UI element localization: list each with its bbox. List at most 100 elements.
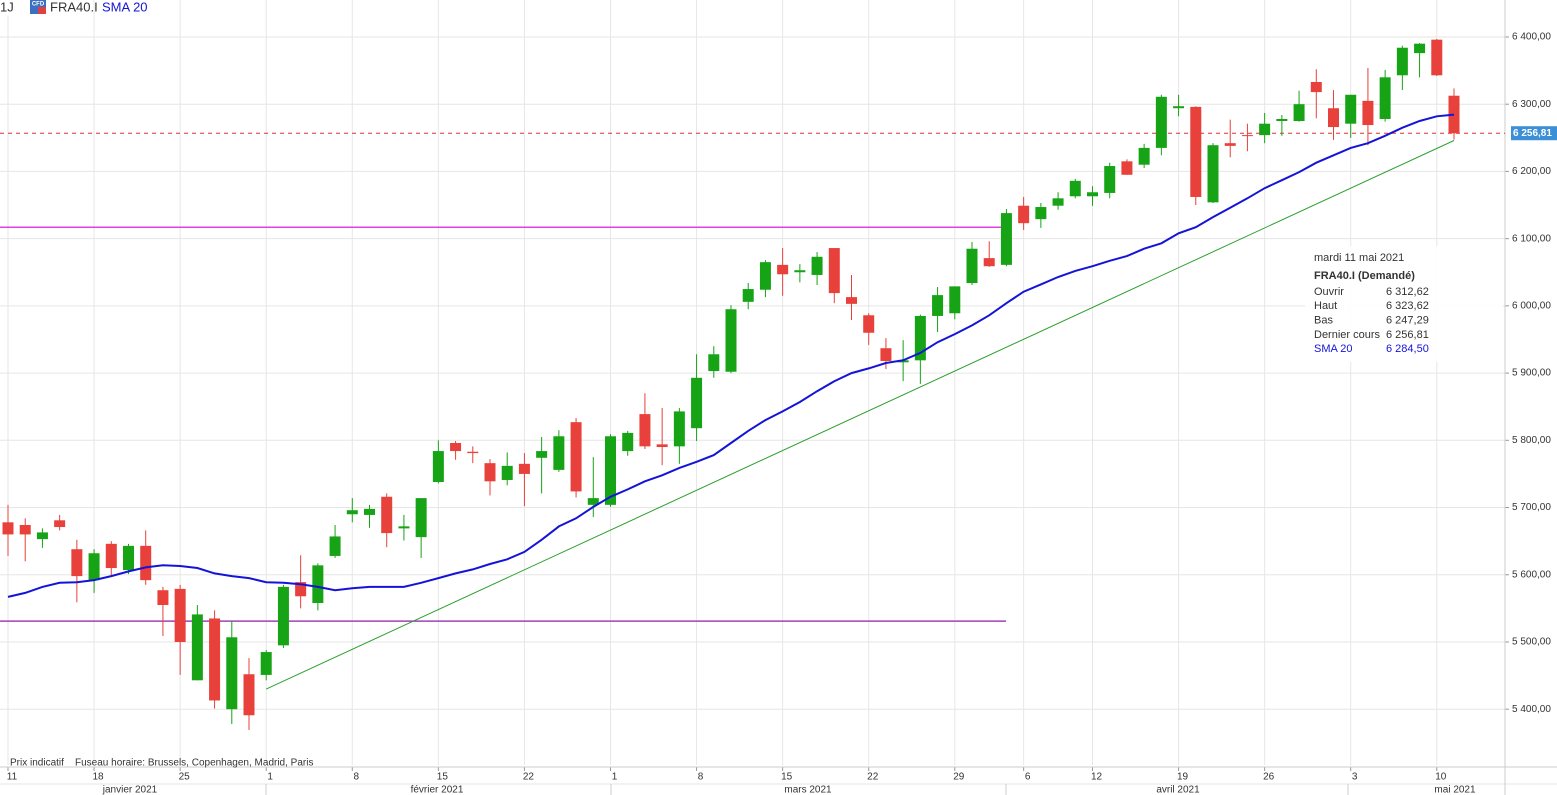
candle-body (484, 463, 496, 482)
candle-body (914, 315, 926, 361)
candle-body (1448, 95, 1460, 134)
tooltip-value: 6 247,29 (1386, 315, 1429, 327)
candle-body (140, 545, 152, 581)
candle-body (622, 432, 634, 452)
tooltip-value: 6 256,81 (1386, 329, 1429, 341)
candle-body (312, 565, 324, 603)
candle-body (329, 536, 341, 556)
candle-body (846, 297, 857, 304)
candle-body (725, 309, 737, 372)
x-tick-label: 1 (612, 772, 618, 783)
x-tick-label: 25 (179, 772, 191, 783)
x-tick-label: 22 (523, 772, 535, 783)
y-tick-label: 6 000,00 (1512, 301, 1551, 312)
plot (0, 38, 1505, 731)
tooltip-label: Bas (1314, 315, 1333, 327)
candle-body (398, 526, 410, 529)
candle-body (432, 451, 444, 482)
x-tick-label: 19 (1177, 772, 1189, 783)
candle-body (1396, 47, 1408, 76)
tooltip-label: Ouvrir (1314, 286, 1344, 298)
x-tick-label: 15 (437, 772, 449, 783)
x-tick-label: 22 (867, 772, 879, 783)
last-price-label: 6 256,81 (1513, 128, 1552, 139)
candle-body (794, 270, 806, 273)
candle-body (656, 444, 668, 448)
candle-body (1052, 198, 1064, 206)
candle-body (828, 248, 840, 294)
month-label: avril 2021 (1156, 785, 1200, 795)
candle-body (36, 532, 48, 540)
candle-body (1293, 104, 1305, 122)
candle-body (123, 545, 134, 571)
x-tick-label: 8 (698, 772, 704, 783)
candle-body (2, 522, 14, 535)
trendline (266, 140, 1455, 690)
y-tick-label: 6 400,00 (1512, 32, 1551, 43)
candle-body (863, 315, 875, 333)
candle-body (54, 520, 66, 528)
note: Fuseau horaire: Brussels, Copenhagen, Ma… (75, 758, 313, 769)
tooltip-value: 6 312,62 (1386, 286, 1429, 298)
candle-body (260, 652, 272, 675)
candle-body (1155, 96, 1167, 148)
candle-body (1035, 207, 1047, 220)
candle-body (949, 286, 961, 314)
candle-body (1414, 43, 1426, 54)
candle-body (673, 411, 685, 447)
candle-body (209, 618, 221, 701)
candle-body (1259, 123, 1271, 136)
tooltip-date: mardi 11 mai 2021 (1314, 252, 1404, 264)
candle-body (811, 256, 823, 275)
candle-body (708, 354, 720, 372)
month-label: mars 2021 (784, 785, 832, 795)
candle-body (966, 248, 978, 284)
x-tick-label: 15 (781, 772, 793, 783)
tooltip-label: SMA 20 (1314, 343, 1353, 355)
candle-body (742, 289, 754, 302)
candle-body (1310, 82, 1322, 93)
candle-body (691, 377, 703, 429)
x-tick-label: 10 (1435, 772, 1447, 783)
y-tick-label: 5 800,00 (1512, 435, 1551, 446)
candle-body (639, 414, 651, 447)
symbol: FRA40.I (50, 0, 98, 14)
x-tick-label: 18 (93, 772, 105, 783)
tooltip-value: 6 323,62 (1386, 300, 1429, 312)
candle-body (1087, 192, 1098, 197)
candle-body (1362, 100, 1374, 126)
candle-body (605, 436, 616, 505)
candle-body (105, 543, 117, 569)
candle-body (467, 451, 479, 454)
candle-body (1379, 77, 1391, 119)
sma-line (7, 113, 1455, 598)
candle-body (501, 465, 513, 480)
x-tick-label: 29 (953, 772, 965, 783)
candle-body (295, 582, 307, 597)
y-tick-label: 6 100,00 (1512, 233, 1551, 244)
candle-body (191, 614, 203, 681)
candle-body (277, 586, 289, 646)
last-price-box (1511, 126, 1557, 141)
candle-body (1069, 180, 1081, 197)
tooltip: mardi 11 mai 2021 FRA40.I (Demandé) Ouvrir… (1305, 246, 1503, 362)
candle-body (518, 463, 530, 474)
candle-body (777, 264, 789, 275)
candle-body (1224, 143, 1236, 146)
icon-label: CFD (32, 2, 45, 8)
tooltip-bg (1305, 246, 1503, 362)
candle-body (897, 360, 909, 363)
cfd-icon-part (38, 7, 46, 14)
candle-body (570, 422, 582, 492)
candle-body (1190, 106, 1202, 197)
candle-body (587, 498, 599, 505)
candle-body (880, 348, 892, 361)
month-label: janvier 2021 (102, 785, 158, 795)
candle-body (1000, 213, 1012, 265)
timeframe: 1J (0, 0, 14, 14)
x-tick-label: 6 (1025, 772, 1031, 783)
candle-body (157, 590, 169, 606)
x-tick-label: 12 (1091, 772, 1103, 783)
